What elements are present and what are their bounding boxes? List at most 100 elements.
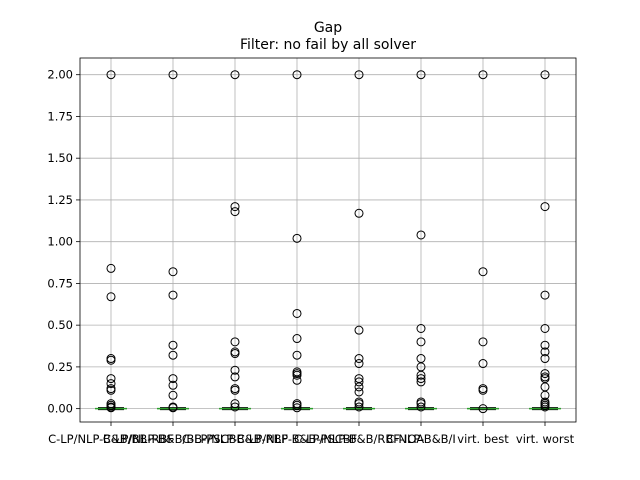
grid-lines <box>80 58 576 422</box>
outlier-point <box>540 290 550 300</box>
outlier-point <box>292 350 302 360</box>
outlier-point <box>292 233 302 243</box>
outlier-point <box>106 379 116 389</box>
box-group <box>219 70 251 412</box>
outlier-point <box>106 374 116 384</box>
outlier-point <box>230 202 240 212</box>
outlier-point <box>292 70 302 80</box>
outlier-point <box>292 308 302 318</box>
outlier-point <box>354 399 364 409</box>
x-tick-label: C-LP/NLP-B&B/RBF-IOA <box>294 432 424 446</box>
outlier-point <box>416 374 426 384</box>
outlier-point <box>230 385 240 395</box>
box-group <box>281 70 313 413</box>
x-tick-label: virt. best <box>457 432 509 446</box>
outlier-point <box>230 70 240 80</box>
outlier-point <box>540 354 550 364</box>
chart-title: Gap <box>314 20 342 36</box>
outlier-point <box>230 337 240 347</box>
outlier-point <box>106 292 116 302</box>
outlier-point <box>230 349 240 359</box>
outlier-point <box>416 323 426 333</box>
outlier-point <box>540 202 550 212</box>
outlier-point <box>168 390 178 400</box>
outlier-point <box>478 337 488 347</box>
outlier-point <box>416 402 426 412</box>
y-tick-label: 2.00 <box>47 68 73 82</box>
outlier-point <box>478 359 488 369</box>
outlier-point <box>478 267 488 277</box>
box-group <box>405 70 437 412</box>
y-tick-label: 0.75 <box>47 276 73 290</box>
box-group <box>467 70 499 414</box>
y-tick-label: 1.50 <box>47 151 73 165</box>
outlier-point <box>292 334 302 344</box>
y-tick-label: 1.75 <box>47 109 73 123</box>
y-tick-label: 0.00 <box>47 402 73 416</box>
outlier-point <box>416 337 426 347</box>
chart-subtitle: Filter: no fail by all solver <box>240 37 416 53</box>
outlier-point <box>354 387 364 397</box>
box-group <box>529 70 561 412</box>
outlier-point <box>354 402 364 412</box>
outlier-point <box>540 70 550 80</box>
x-tick-label: virt. worst <box>516 432 575 446</box>
outlier-point <box>478 385 488 395</box>
outlier-point <box>354 208 364 218</box>
outlier-point <box>106 403 116 413</box>
outlier-point <box>230 399 240 409</box>
outlier-point <box>540 369 550 379</box>
outlier-point <box>292 370 302 380</box>
outlier-point <box>168 267 178 277</box>
outlier-point <box>354 325 364 335</box>
outlier-point <box>168 403 178 413</box>
y-tick-label: 1.00 <box>47 235 73 249</box>
outlier-point <box>416 230 426 240</box>
y-tick-label: 0.50 <box>47 318 73 332</box>
x-tick-label: C-LP/NLP-B&B-RBF <box>182 432 288 446</box>
outlier-point <box>106 263 116 273</box>
outlier-point <box>416 70 426 80</box>
outlier-point <box>106 70 116 80</box>
outlier-point <box>230 402 240 412</box>
outlier-point <box>416 370 426 380</box>
outlier-point <box>540 323 550 333</box>
box-group <box>95 70 127 413</box>
x-tick-label: C-LP/NLP-B&B-PSCBF <box>237 432 358 446</box>
outlier-point <box>106 385 116 395</box>
y-tick-label: 0.25 <box>47 360 73 374</box>
x-axis-ticks: C-LP/NLP-B&B/BB-RBFC-LP/NLP-B&B/BB-PSCBF… <box>48 422 575 446</box>
outlier-point <box>292 400 302 410</box>
outlier-point <box>416 399 426 409</box>
outlier-point <box>540 402 550 412</box>
outlier-point <box>168 380 178 390</box>
outlier-point <box>354 359 364 369</box>
x-tick-label: C-NLP-B&B/I <box>386 432 456 446</box>
outlier-point <box>168 70 178 80</box>
outlier-point <box>230 207 240 217</box>
outlier-point <box>292 403 302 413</box>
y-tick-label: 1.25 <box>47 193 73 207</box>
plot-frame <box>79 57 577 423</box>
outlier-point <box>354 70 364 80</box>
outlier-point <box>354 354 364 364</box>
outlier-point <box>354 377 364 387</box>
outlier-point <box>292 375 302 385</box>
outlier-point <box>230 365 240 375</box>
outlier-point <box>168 290 178 300</box>
outlier-point <box>540 340 550 350</box>
outlier-point <box>478 404 488 414</box>
x-tick-label: C-LP/NLP-B&B/BB-PSCBF <box>103 432 243 446</box>
outlier-point <box>168 340 178 350</box>
outlier-point <box>230 372 240 382</box>
outlier-point <box>106 355 116 365</box>
x-tick-label: C-LP/NLP-B&B/BB-RBF <box>48 432 174 446</box>
outlier-point <box>540 347 550 357</box>
outlier-point <box>416 377 426 387</box>
y-axis-ticks: 0.00 0.25 0.50 0.75 1.00 1.25 1.50 1.75 2.00 <box>47 68 80 416</box>
outlier-point <box>354 382 364 392</box>
boxes <box>95 70 561 414</box>
outlier-point <box>168 350 178 360</box>
outlier-point <box>478 70 488 80</box>
